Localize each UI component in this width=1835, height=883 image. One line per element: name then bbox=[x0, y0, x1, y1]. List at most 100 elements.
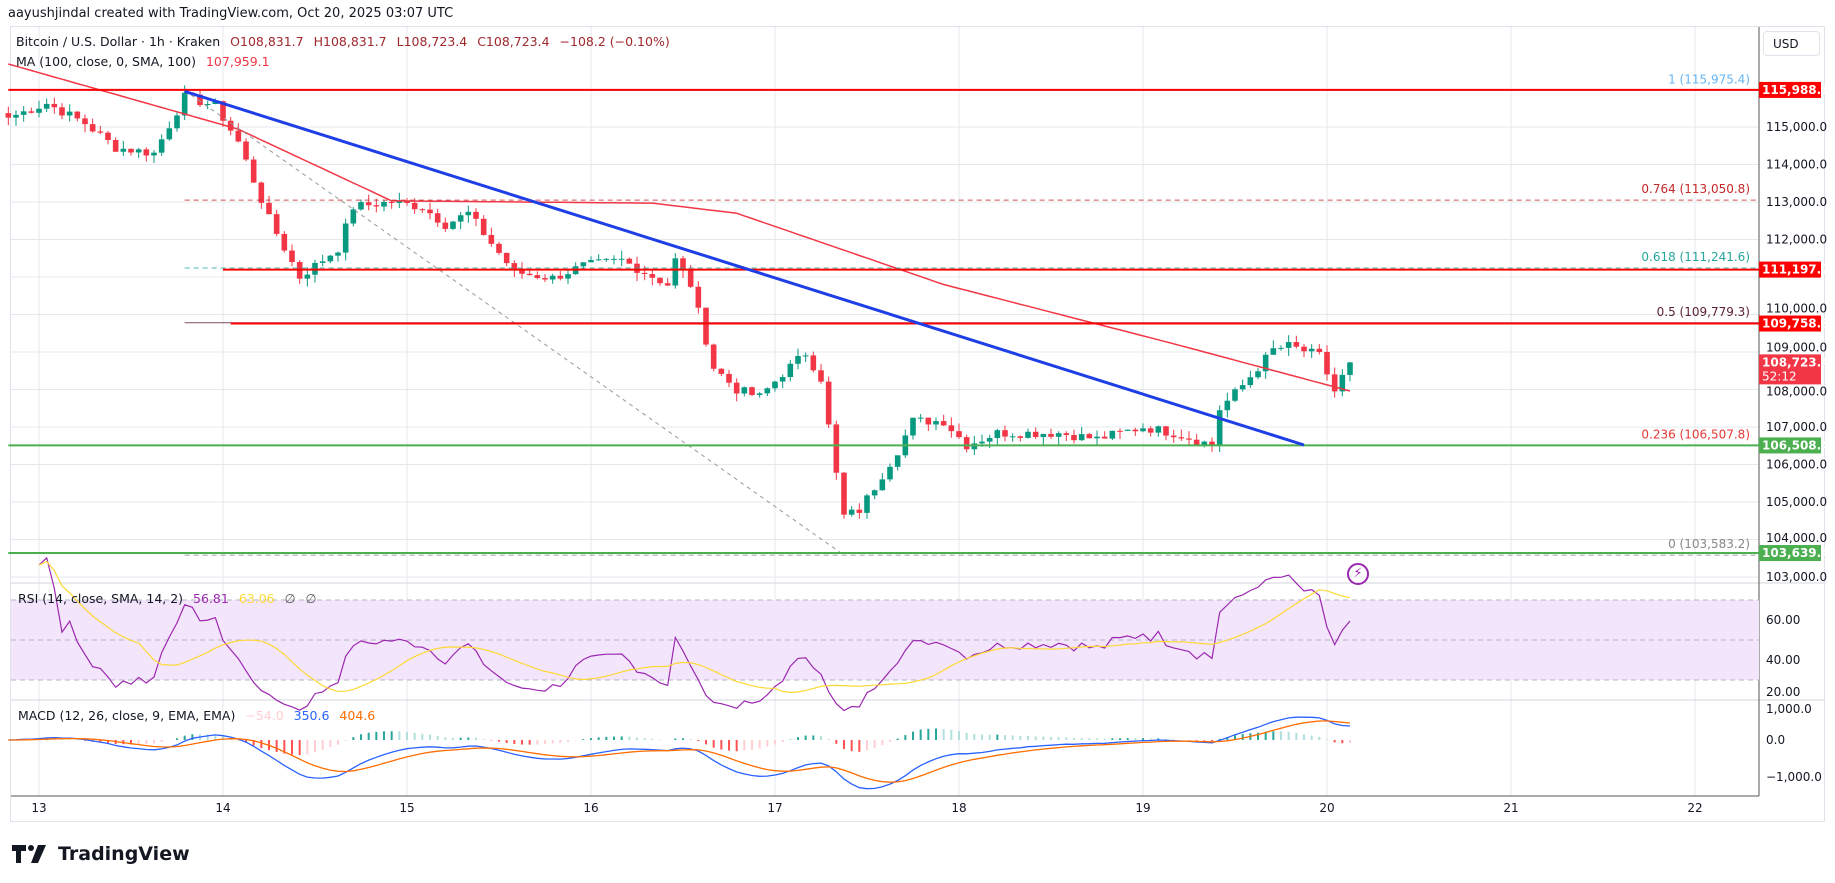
currency-button[interactable]: USD bbox=[1763, 31, 1820, 56]
candle-body bbox=[358, 202, 364, 210]
time-tick-label: 22 bbox=[1687, 801, 1702, 815]
candle-body bbox=[1247, 377, 1254, 386]
candle-body bbox=[825, 381, 832, 425]
macd-tick-label: 1,000.0 bbox=[1766, 702, 1812, 716]
candle-body bbox=[128, 148, 134, 153]
price-tag bbox=[1759, 81, 1821, 98]
candle-body bbox=[641, 272, 648, 275]
macd-tick-label: −1,000.0 bbox=[1766, 770, 1822, 784]
candle-body bbox=[695, 286, 702, 308]
candle-body bbox=[204, 104, 211, 106]
candle-body bbox=[1324, 351, 1330, 375]
candle-body bbox=[28, 111, 35, 113]
candle-body bbox=[549, 275, 556, 280]
chart-frame bbox=[10, 26, 1825, 822]
tradingview-logo[interactable]: TradingView bbox=[12, 843, 190, 865]
candle-body bbox=[1117, 430, 1123, 432]
candle-body bbox=[741, 387, 748, 394]
candle-body bbox=[388, 201, 395, 203]
candle-body bbox=[1209, 441, 1215, 446]
candle-body bbox=[925, 417, 932, 425]
candle-body bbox=[1025, 431, 1031, 438]
ohlc-low: L108,723.4 bbox=[396, 34, 468, 49]
time-tick-label: 15 bbox=[399, 801, 414, 815]
candle-body bbox=[43, 103, 50, 109]
candle-body bbox=[894, 455, 901, 467]
ma-label: MA (100, close, 0, SMA, 100) bbox=[16, 54, 196, 69]
candle-body bbox=[59, 107, 65, 116]
candle-body bbox=[381, 201, 387, 207]
time-tick-label: 17 bbox=[767, 801, 782, 815]
candle-body bbox=[871, 490, 878, 496]
price-tag-label: 115,988.6 bbox=[1762, 83, 1830, 97]
candle-body bbox=[5, 113, 12, 118]
candle-body bbox=[1301, 346, 1307, 352]
candle-body bbox=[810, 355, 817, 371]
symbol-name[interactable]: Bitcoin / U.S. Dollar · 1h · Kraken bbox=[16, 34, 221, 49]
candle-body bbox=[787, 363, 794, 378]
price-change: −108.2 (−0.10%) bbox=[559, 34, 670, 49]
candle-body bbox=[917, 417, 924, 419]
candle-body bbox=[151, 152, 157, 156]
candle-body bbox=[687, 269, 694, 287]
rsi-sma-line bbox=[38, 560, 1351, 694]
candle-body bbox=[802, 355, 809, 357]
candle-body bbox=[956, 431, 962, 438]
candle-body bbox=[281, 233, 288, 251]
candle-body bbox=[1239, 385, 1246, 390]
candle-body bbox=[465, 211, 472, 216]
candle-body bbox=[841, 472, 847, 515]
candle-body bbox=[97, 131, 104, 133]
time-tick-label: 18 bbox=[951, 801, 966, 815]
rsi-tick-label: 60.00 bbox=[1766, 613, 1800, 627]
ma-legend[interactable]: MA (100, close, 0, SMA, 100) 107,959.1 bbox=[16, 54, 276, 69]
replay-button[interactable]: ⚡ bbox=[1347, 563, 1369, 585]
candle-body bbox=[105, 132, 111, 140]
candle-body bbox=[1086, 434, 1093, 439]
candle-body bbox=[1331, 374, 1338, 392]
candle-body bbox=[756, 393, 763, 395]
candle-body bbox=[618, 258, 625, 260]
candle-body bbox=[174, 115, 180, 129]
price-tag-label: 106,508.4 bbox=[1762, 438, 1830, 452]
candle-body bbox=[411, 202, 418, 210]
candle-body bbox=[542, 278, 548, 280]
rsi-tick-label: 40.00 bbox=[1766, 653, 1800, 667]
rsi-legend[interactable]: RSI (14, close, SMA, 14, 2) 56.81 63.06 … bbox=[18, 591, 322, 606]
candle-body bbox=[304, 274, 311, 279]
candle-body bbox=[588, 260, 594, 263]
candle-body bbox=[986, 437, 993, 442]
candle-body bbox=[879, 479, 886, 491]
candle-body bbox=[963, 437, 970, 450]
fib-level-label: 0.764 (113,050.8) bbox=[1641, 182, 1750, 196]
candle-body bbox=[1132, 429, 1139, 432]
candle-body bbox=[626, 258, 633, 264]
candle-body bbox=[1032, 431, 1039, 438]
macd-tick-label: 0.0 bbox=[1766, 733, 1785, 747]
candle-body bbox=[373, 205, 380, 207]
last-price-tag bbox=[1759, 354, 1821, 385]
candle-body bbox=[89, 124, 96, 132]
candle-body bbox=[1193, 439, 1200, 445]
candle-body bbox=[396, 200, 403, 203]
candle-body bbox=[66, 111, 73, 116]
candle-body bbox=[1347, 362, 1353, 375]
candle-body bbox=[250, 159, 257, 183]
ohlc-high: H108,831.7 bbox=[313, 34, 387, 49]
price-tick-label: 109,000.0 bbox=[1766, 340, 1827, 354]
candle-body bbox=[979, 441, 985, 444]
candle-body bbox=[511, 263, 518, 269]
ohlc-open: O108,831.7 bbox=[230, 34, 304, 49]
macd-legend[interactable]: MACD (12, 26, close, 9, EMA, EMA) −54.0 … bbox=[18, 708, 381, 723]
price-tick-label: 103,000.0 bbox=[1766, 570, 1827, 584]
candle-body bbox=[519, 268, 525, 274]
candle-body bbox=[36, 108, 42, 113]
macd-signal-value: 404.6 bbox=[339, 708, 376, 723]
candle-body bbox=[1262, 354, 1269, 372]
candle-body bbox=[342, 223, 349, 253]
candle-body bbox=[649, 274, 656, 278]
candle-body bbox=[933, 421, 939, 425]
fib-level-label: 0.236 (106,507.8) bbox=[1641, 427, 1750, 441]
bearish-trendline bbox=[184, 89, 1305, 447]
